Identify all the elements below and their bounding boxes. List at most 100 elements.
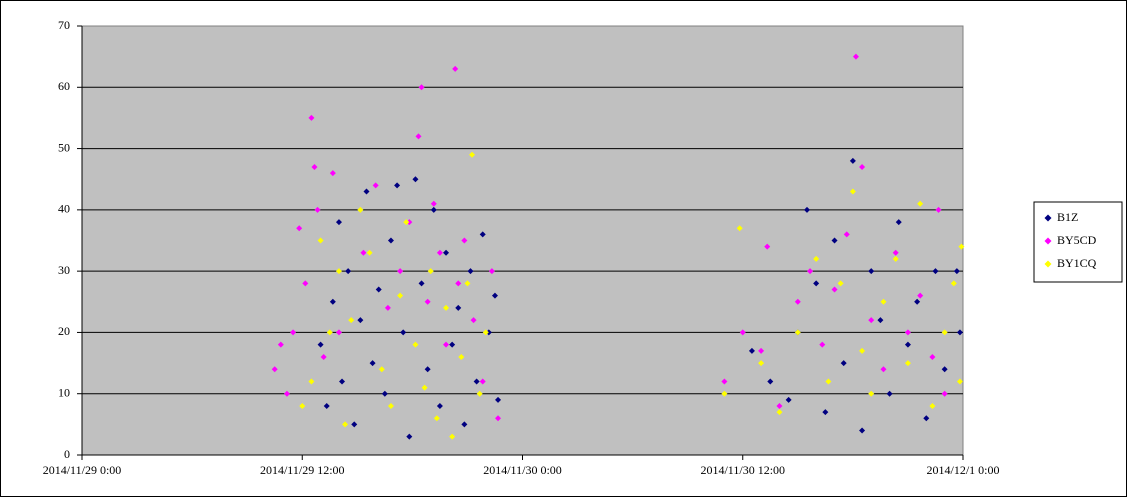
point [375, 286, 382, 293]
point [458, 353, 465, 360]
point [935, 206, 942, 213]
point [849, 157, 856, 164]
point [433, 415, 440, 422]
point [424, 298, 431, 305]
point [767, 378, 774, 385]
point [403, 219, 410, 226]
x-tick-label: 2014/11/29 0:00 [43, 463, 122, 477]
point [813, 280, 820, 287]
point [406, 219, 413, 226]
point [363, 188, 370, 195]
legend-label: BY1CQ [1057, 256, 1097, 270]
point [958, 243, 965, 250]
point [317, 237, 324, 244]
point [283, 390, 290, 397]
point [491, 292, 498, 299]
legend-marker [1044, 237, 1052, 245]
point [452, 65, 459, 72]
point [357, 206, 364, 213]
point [794, 298, 801, 305]
point [748, 347, 755, 354]
point [339, 378, 346, 385]
point [886, 390, 893, 397]
point [314, 206, 321, 213]
point [904, 341, 911, 348]
point [348, 317, 355, 324]
point [335, 268, 342, 275]
legend-marker [1044, 260, 1052, 268]
x-tick-label: 2014/11/29 12:00 [260, 463, 345, 477]
point [323, 402, 330, 409]
point [877, 317, 884, 324]
point [400, 329, 407, 336]
point [351, 421, 358, 428]
point [488, 268, 495, 275]
point [764, 243, 771, 250]
y-tick-label: 60 [58, 79, 70, 93]
point [394, 182, 401, 189]
point [956, 329, 963, 336]
point [470, 317, 477, 324]
point [482, 329, 489, 336]
point [317, 341, 324, 348]
plot-area [81, 25, 964, 456]
point [430, 200, 437, 207]
point [892, 249, 899, 256]
point [335, 329, 342, 336]
point [859, 163, 866, 170]
y-tick-label: 0 [64, 447, 70, 461]
point [308, 114, 315, 121]
point [329, 170, 336, 177]
point [443, 249, 450, 256]
legend-label: B1Z [1057, 210, 1078, 224]
point [406, 433, 413, 440]
point [424, 366, 431, 373]
point [941, 329, 948, 336]
y-tick-label: 10 [58, 385, 70, 399]
point [357, 317, 364, 324]
point [308, 378, 315, 385]
point [941, 366, 948, 373]
point [785, 396, 792, 403]
point [299, 402, 306, 409]
point [397, 268, 404, 275]
point [837, 280, 844, 287]
point [461, 421, 468, 428]
point [825, 378, 832, 385]
point [904, 329, 911, 336]
point [813, 255, 820, 262]
point [953, 268, 960, 275]
point [794, 329, 801, 336]
point [868, 317, 875, 324]
legend-marker [1044, 214, 1052, 222]
point [421, 384, 428, 391]
point [443, 304, 450, 311]
point [345, 268, 352, 275]
point [476, 390, 483, 397]
point [415, 133, 422, 140]
point [449, 433, 456, 440]
point [495, 396, 502, 403]
point [464, 280, 471, 287]
point [819, 341, 826, 348]
point [831, 237, 838, 244]
point [895, 219, 902, 226]
x-tick-label: 2014/11/30 0:00 [483, 463, 562, 477]
point [418, 280, 425, 287]
y-tick-label: 30 [58, 263, 70, 277]
point [956, 378, 963, 385]
point [917, 292, 924, 299]
point [360, 249, 367, 256]
point [461, 237, 468, 244]
point [467, 268, 474, 275]
point [271, 366, 278, 373]
point [776, 402, 783, 409]
point [296, 225, 303, 232]
point [776, 409, 783, 416]
point [807, 268, 814, 275]
point [455, 304, 462, 311]
point [412, 341, 419, 348]
point [495, 415, 502, 422]
point [840, 360, 847, 367]
point [335, 219, 342, 226]
